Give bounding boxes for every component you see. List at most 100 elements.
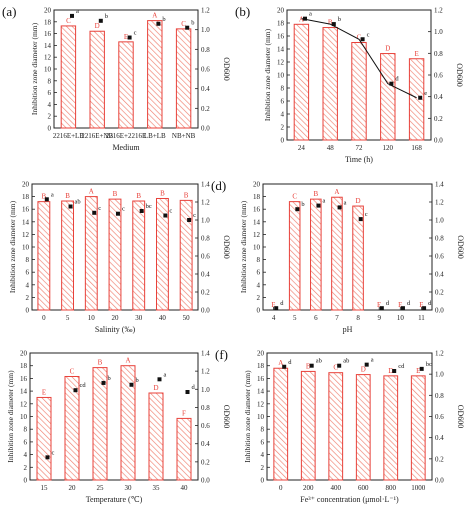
od-significance-letter: d	[192, 384, 196, 391]
od-marker	[337, 205, 342, 210]
x-tick-label: 6	[314, 314, 318, 322]
od-significance-letter: a	[322, 198, 325, 205]
plot-frame	[266, 352, 433, 481]
od-marker	[331, 22, 336, 27]
bar	[328, 372, 344, 481]
y2-tick-label: 0.4	[434, 93, 443, 101]
x-tick-label: 2216E+NB	[81, 132, 113, 140]
od-marker	[392, 368, 397, 373]
od-significance-letter: d	[280, 300, 284, 307]
bar-significance-letter: A	[334, 188, 339, 196]
chart-panel-b: (b)024681012141618200.00.20.40.60.81.01.…	[235, 4, 464, 164]
x-tick-label: 9	[377, 314, 381, 322]
y2-tick-label: 1.0	[201, 386, 210, 394]
y2-tick-label: 0.6	[435, 253, 444, 261]
bar-significance-letter: E	[416, 367, 420, 375]
x-axis-title: Fe³⁺ concentration (μmol·L⁻¹)	[300, 495, 399, 504]
bar-significance-letter: D	[385, 45, 390, 53]
bar-significance-letter: D	[153, 384, 158, 392]
chart-panel-f: (f) 0 2 4 6 8 10 12 14 16 18 20 0.0 0.2 0.4 0.6 0.8 1.0 1.…	[215, 347, 465, 504]
y-tick-label: 0	[261, 477, 265, 485]
bar	[64, 375, 80, 481]
y-tick-label: 2	[257, 294, 261, 302]
bar	[36, 396, 52, 481]
bar	[148, 392, 164, 481]
x-tick-label: 50	[183, 314, 191, 322]
y-tick-label: 6	[281, 98, 285, 106]
x-tick-label: LB+LB	[144, 132, 166, 140]
bar-significance-letter: D	[356, 197, 361, 205]
y-tick-label: 16	[253, 206, 261, 214]
y2-axis-title: OD600	[455, 63, 464, 87]
bar	[84, 196, 98, 311]
y-tick-label: 16	[44, 30, 52, 38]
bar-significance-letter: E	[124, 33, 128, 41]
od-significance-letter: d	[428, 300, 432, 307]
y2-tick-label: 0.4	[435, 434, 444, 442]
y2-tick-label: 0.8	[435, 235, 444, 243]
bar	[120, 365, 136, 481]
od-significance-letter: ab	[316, 358, 322, 365]
bar	[60, 25, 77, 129]
bar-significance-letter: B	[328, 19, 333, 27]
chart-panel-c: (c)024681012141618200.00.20.40.60.81.01.…	[8, 181, 231, 335]
plot-frame	[29, 352, 199, 481]
x-tick-label: 35	[153, 484, 161, 492]
bar-significance-letter: A	[125, 357, 130, 365]
bar	[331, 196, 343, 311]
y-tick-label: 16	[20, 375, 28, 383]
y-tick-label: 10	[277, 72, 285, 80]
x-tick-label: 10	[88, 314, 96, 322]
od-significance-letter: b	[301, 201, 304, 208]
od-significance-letter: bc	[146, 203, 152, 210]
x-tick-label: 0	[279, 484, 283, 492]
x-tick-label: NB+NB	[172, 132, 196, 140]
y-tick-label: 6	[26, 269, 30, 277]
od-marker	[187, 218, 192, 222]
od-marker	[337, 363, 342, 368]
x-tick-label: 168	[411, 144, 422, 152]
od-significance-letter: bc	[426, 361, 432, 368]
y-tick-label: 0	[257, 307, 261, 315]
y-tick-label: 8	[26, 256, 30, 264]
od-significance-letter: b	[108, 375, 111, 382]
bar-significance-letter: A	[299, 15, 304, 23]
od-significance-letter: d	[395, 76, 399, 83]
y2-tick-label: 0.0	[434, 137, 443, 145]
od-marker	[185, 25, 190, 30]
y-tick-label: 20	[20, 350, 28, 358]
panel-label: (a)	[2, 4, 16, 19]
x-axis-title: Salinity (‰)	[95, 325, 136, 334]
y2-tick-label: 0.6	[201, 253, 210, 261]
y2-tick-label: 0.6	[201, 422, 210, 430]
y-tick-label: 14	[20, 388, 28, 396]
od-significance-letter: ab	[343, 358, 349, 365]
od-marker	[309, 363, 314, 368]
y2-axis-title: OD600	[456, 235, 465, 259]
panel-label: (f)	[215, 347, 228, 362]
x-tick-label: 800	[386, 484, 397, 492]
x-tick-label: 1000	[411, 484, 426, 492]
od-marker	[364, 362, 369, 367]
bar-significance-letter: C	[181, 20, 186, 28]
od-marker	[163, 213, 168, 218]
od-marker	[139, 209, 144, 213]
y-tick-label: 14	[22, 218, 30, 226]
od-marker	[422, 306, 427, 311]
bar-significance-letter: B	[42, 193, 47, 201]
bar	[300, 370, 316, 481]
y2-tick-label: 0.6	[434, 72, 443, 80]
y-tick-label: 4	[48, 101, 52, 109]
y-tick-label: 6	[257, 269, 261, 277]
od-marker	[127, 35, 132, 40]
bar-significance-letter: B	[136, 192, 141, 200]
y-tick-label: 14	[277, 46, 285, 54]
od-marker	[157, 377, 162, 382]
y-tick-label: 12	[20, 400, 28, 408]
bar	[92, 367, 108, 481]
od-marker	[92, 210, 97, 215]
od-significance-letter: c	[365, 211, 368, 218]
y2-tick-label: 0.8	[201, 46, 210, 54]
y-tick-label: 8	[24, 426, 28, 434]
y2-tick-label: 1.2	[434, 7, 443, 15]
